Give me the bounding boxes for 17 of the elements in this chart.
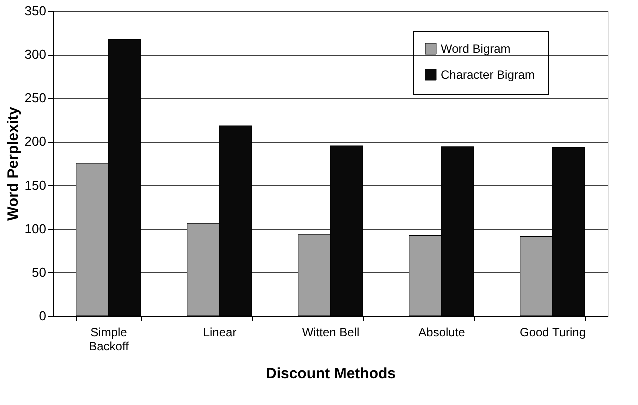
y-tick-label: 250	[24, 90, 46, 106]
y-axis-title: Word Perplexity	[4, 106, 22, 221]
x-tick-label: Witten Bell	[302, 326, 360, 340]
y-tick-label: 100	[24, 221, 46, 236]
x-tick-label: Linear	[203, 326, 237, 340]
x-tick-label: Good Turing	[520, 326, 586, 340]
y-tick-label: 0	[39, 308, 46, 324]
x-tick-label: Simple Backoff	[89, 326, 130, 354]
y-tick-label: 300	[24, 47, 46, 62]
y-tick-label: 350	[24, 4, 46, 18]
legend-label: Character Bigram	[441, 68, 536, 82]
y-tick-label: 150	[24, 178, 46, 193]
y-tick-label: 50	[32, 264, 46, 280]
x-axis-title: Discount Methods	[266, 366, 396, 382]
y-tick-label: 200	[24, 134, 46, 150]
legend-label: Word Bigram	[441, 42, 511, 56]
x-tick-label: Absolute	[418, 326, 466, 340]
